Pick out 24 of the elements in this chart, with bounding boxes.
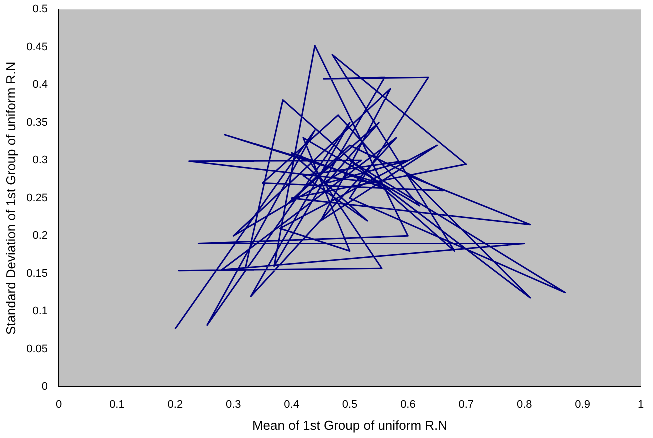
y-tick-label: 0.3 [32,154,48,167]
y-tick-label: 0.2 [32,230,48,242]
x-tick-label: 0.9 [575,398,590,411]
y-tick-label: 0.35 [26,116,48,129]
x-tick-label: 1 [638,398,644,411]
x-tick-label: 0 [56,398,62,411]
y-tick-label: 0.25 [26,192,48,204]
y-tick-label: 0 [42,381,48,394]
y-tick-label: 0.15 [26,268,48,280]
x-tick-label: 0.8 [516,398,532,411]
y-tick-label: 0.4 [32,79,48,92]
x-tick-label: 0.6 [400,398,416,411]
x-tick-label: 0.1 [110,398,125,411]
x-tick-label: 0.2 [168,398,184,411]
x-tick-label: 0.7 [458,398,474,411]
y-axis-title: Standard Deviation of 1st Group of uniform R.N [3,62,18,335]
y-tick-label: 0.5 [32,4,48,16]
x-tick-label: 0.3 [226,398,242,411]
y-tick-label: 0.1 [32,306,48,318]
y-tick-label: 0.05 [26,343,48,356]
x-tick-label: 0.5 [342,398,358,411]
y-tick-label: 0.45 [26,41,48,54]
x-axis-title: Mean of 1st Group of uniform R.N [252,418,448,433]
x-tick-label: 0.4 [284,398,300,411]
